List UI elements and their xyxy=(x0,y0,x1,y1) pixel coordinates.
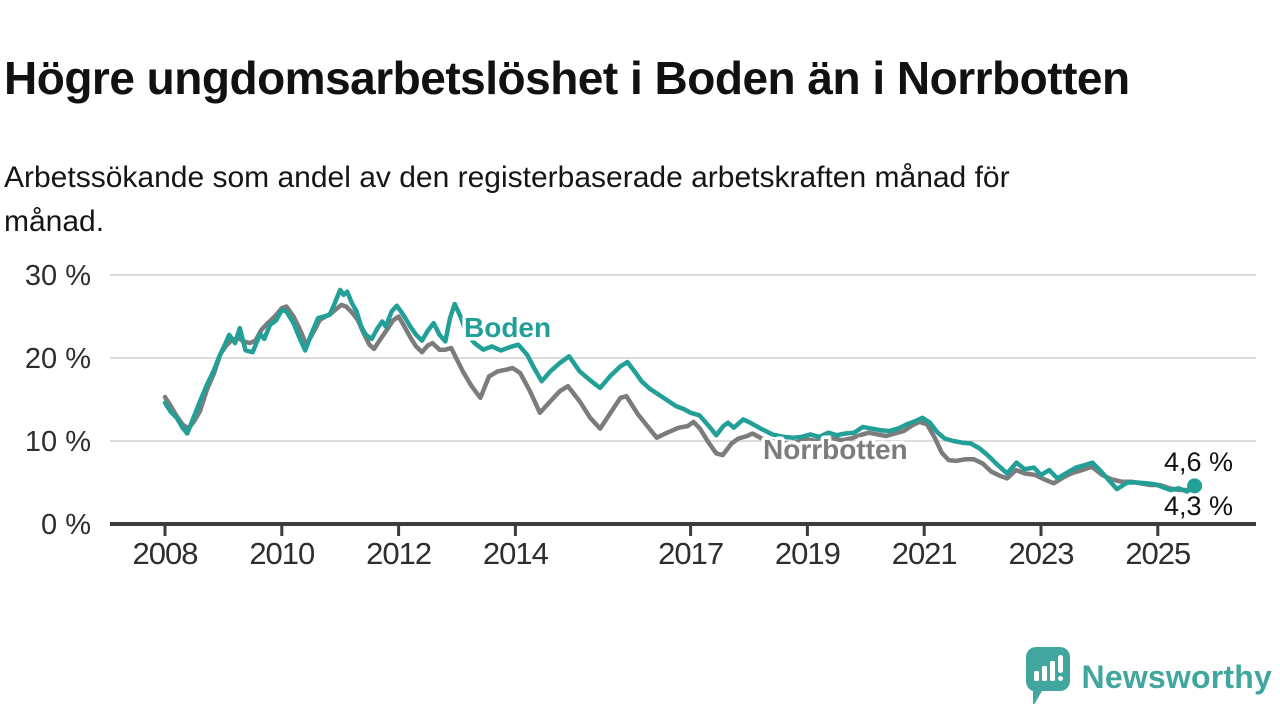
y-tick-label-10: 10 % xyxy=(25,426,91,458)
x-tick-label-2025: 2025 xyxy=(1125,536,1190,571)
page-title: Högre ungdomsarbetslöshet i Boden än i N… xyxy=(4,51,1130,104)
x-tick-label-2014: 2014 xyxy=(483,536,549,571)
newsworthy-logo-text: Newsworthy xyxy=(1081,658,1272,695)
end-value-label-boden: 4,6 % xyxy=(1164,447,1233,477)
newsworthy-logo: Newsworthy xyxy=(1025,646,1272,708)
series-line-boden xyxy=(162,287,1197,494)
x-tick-label-2017: 2017 xyxy=(658,536,723,571)
series-line-norrbotten xyxy=(162,302,1197,493)
end-point-dot xyxy=(1187,478,1203,494)
y-tick-label-30: 30 % xyxy=(25,260,91,292)
x-tick-label-2021: 2021 xyxy=(892,536,957,571)
y-tick-label-0: 0 % xyxy=(41,509,91,541)
x-tick-label-2012: 2012 xyxy=(366,536,431,571)
x-tick-label-2010: 2010 xyxy=(249,536,315,571)
y-tick-label-20: 20 % xyxy=(25,343,91,375)
x-tick-label-2008: 2008 xyxy=(133,536,198,571)
x-tick-label-2019: 2019 xyxy=(775,536,840,571)
end-value-label-norrbotten: 4,3 % xyxy=(1164,491,1233,521)
series-label-boden: Boden xyxy=(464,312,551,343)
chart-subtitle: Arbetssökande som andel av den registerb… xyxy=(4,161,1010,238)
x-tick-label-2023: 2023 xyxy=(1009,536,1074,571)
series-label-norrbotten: Norrbotten xyxy=(763,434,908,465)
newsworthy-logo-icon xyxy=(1025,647,1070,705)
